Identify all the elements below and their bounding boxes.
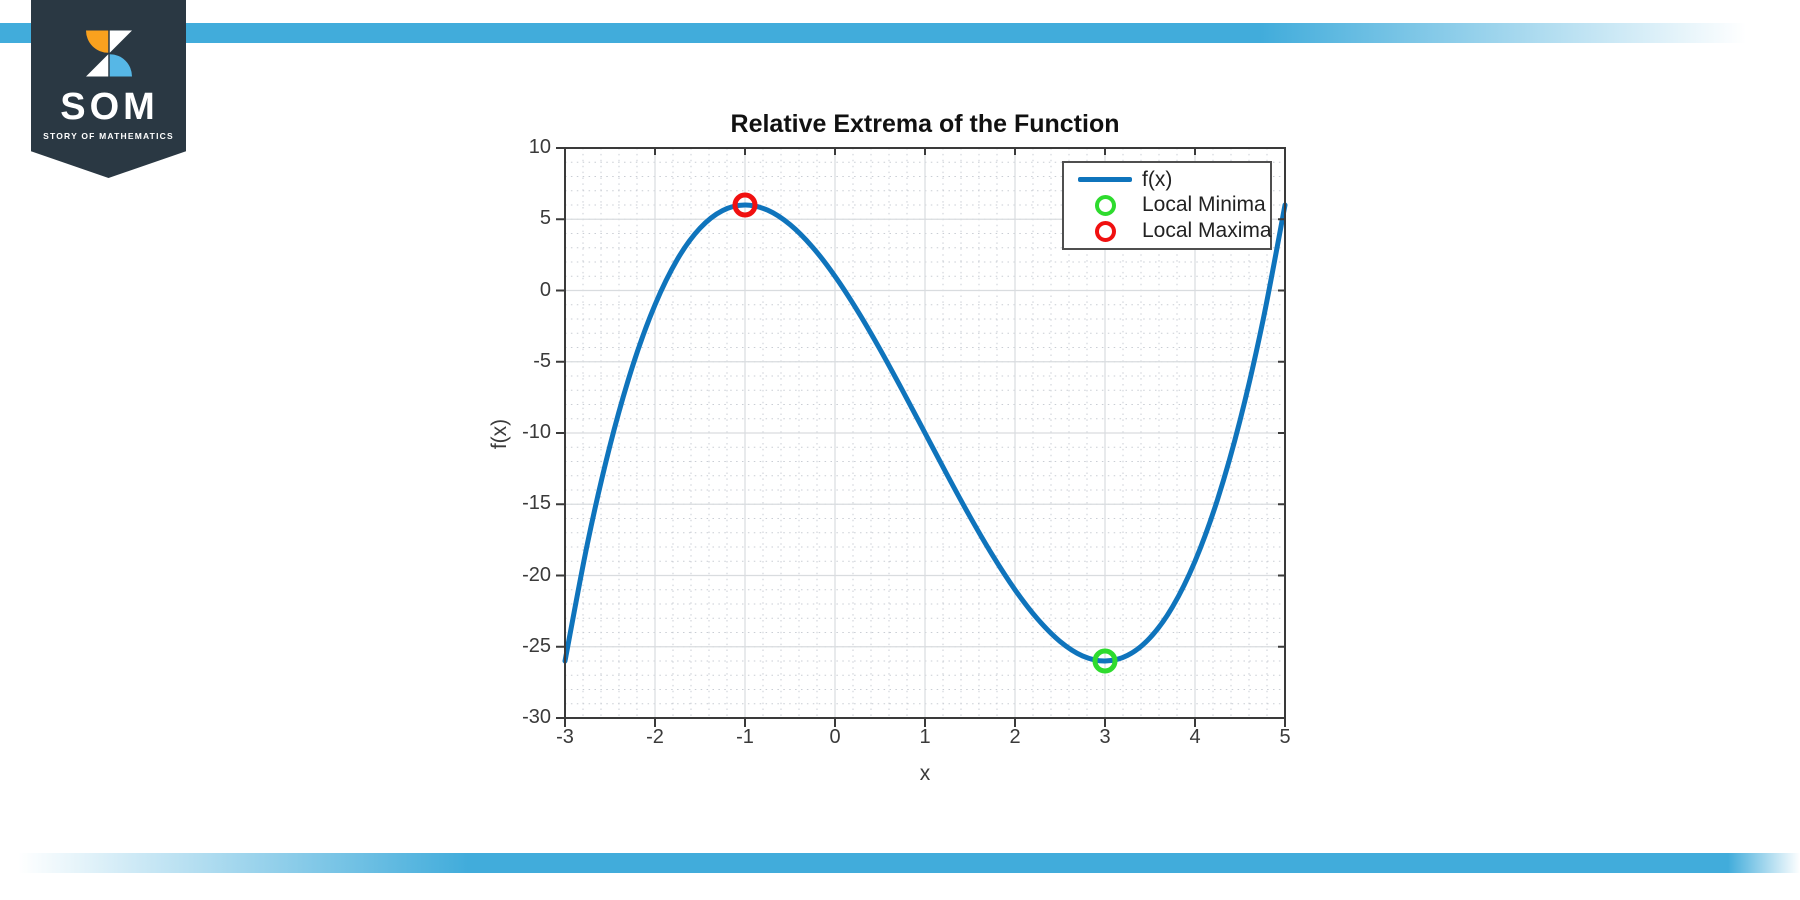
y-tick-label: -15 — [522, 492, 551, 515]
x-tick-label: -1 — [736, 726, 754, 748]
x-tick-label: 0 — [829, 726, 841, 748]
legend-label: f(x) — [1142, 167, 1173, 191]
legend-minima-circle-icon — [1074, 194, 1136, 216]
bottom-accent-stripe — [0, 853, 1800, 873]
legend-item-local-minima: Local Minima — [1074, 193, 1270, 217]
x-tick-label: 1 — [919, 726, 931, 748]
legend-label: Local Minima — [1142, 193, 1266, 217]
x-tick-label: 3 — [1099, 726, 1111, 748]
legend-item-local-maxima: Local Maxima — [1074, 219, 1272, 243]
logo-subtitle: STORY OF MATHEMATICS — [43, 131, 174, 141]
y-tick-label: 10 — [528, 136, 551, 158]
legend-item-fx: f(x) — [1074, 168, 1270, 192]
x-axis-label: x — [919, 762, 931, 785]
x-tick-label: 4 — [1189, 726, 1201, 748]
x-tick-label: -2 — [646, 726, 664, 748]
legend-label: Local Maxima — [1142, 219, 1272, 243]
y-tick-label: -25 — [522, 634, 551, 657]
function-curve — [562, 202, 1288, 664]
legend-maxima-circle-icon — [1074, 220, 1136, 242]
x-tick-label: 5 — [1279, 726, 1291, 748]
top-accent-stripe — [0, 23, 1800, 43]
som-logo-banner: SOM STORY OF MATHEMATICS — [31, 0, 186, 178]
y-tick-label: 5 — [539, 207, 551, 230]
y-tick-label: -20 — [522, 563, 551, 586]
y-tick-label: -30 — [522, 706, 551, 728]
y-tick-label: 0 — [539, 278, 551, 301]
chart-title: Relative Extrema of the Function — [730, 110, 1120, 138]
x-tick-label: 2 — [1009, 726, 1021, 748]
local-maxima-marker — [732, 192, 758, 218]
legend: f(x) Local Minima Local Maxima — [1062, 161, 1272, 250]
y-tick-label: -10 — [522, 421, 551, 443]
logo-title: SOM — [60, 86, 159, 128]
y-tick-label: -5 — [533, 349, 551, 372]
legend-line-swatch — [1074, 177, 1136, 183]
local-minima-marker — [1092, 648, 1118, 674]
y-axis-label: f(x) — [488, 418, 511, 450]
x-tick-label: -3 — [556, 726, 574, 748]
som-pinwheel-icon — [86, 30, 132, 77]
